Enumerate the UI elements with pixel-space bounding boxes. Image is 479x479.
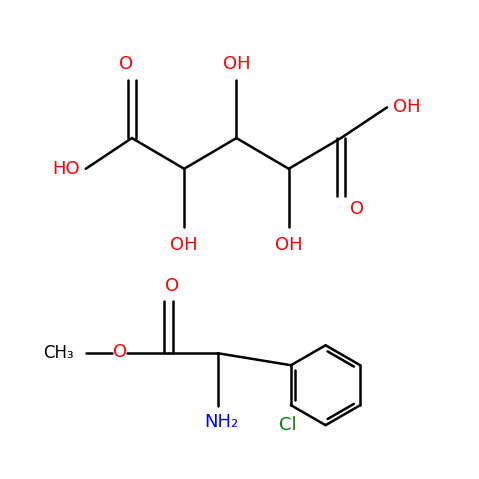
Text: OH: OH — [275, 237, 303, 254]
Text: OH: OH — [393, 98, 421, 116]
Text: CH₃: CH₃ — [43, 344, 73, 362]
Text: O: O — [350, 200, 365, 217]
Text: OH: OH — [171, 237, 198, 254]
Text: Cl: Cl — [279, 416, 297, 434]
Text: O: O — [165, 277, 179, 295]
Text: OH: OH — [223, 56, 250, 73]
Text: O: O — [119, 56, 133, 73]
Text: O: O — [113, 343, 126, 361]
Text: NH₂: NH₂ — [204, 413, 238, 431]
Text: HO: HO — [52, 160, 80, 178]
